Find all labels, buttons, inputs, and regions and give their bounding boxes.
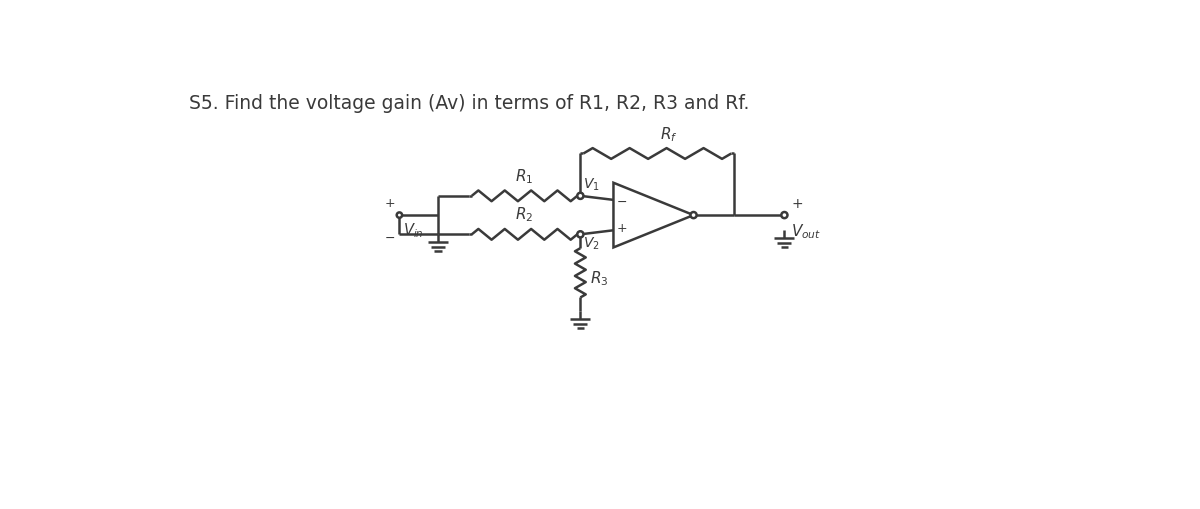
- Text: $V_1$: $V_1$: [583, 176, 600, 193]
- Circle shape: [577, 193, 583, 199]
- Text: $V_{out}$: $V_{out}$: [791, 223, 821, 241]
- Text: $-$: $-$: [384, 231, 396, 243]
- Circle shape: [690, 212, 697, 218]
- Text: $R_2$: $R_2$: [515, 206, 534, 224]
- Text: $-$: $-$: [616, 195, 626, 208]
- Circle shape: [577, 193, 583, 199]
- Text: $R_3$: $R_3$: [589, 270, 608, 288]
- Text: $V_2$: $V_2$: [583, 236, 600, 252]
- Circle shape: [397, 212, 402, 218]
- Text: $+$: $+$: [384, 197, 396, 210]
- Text: $R_1$: $R_1$: [515, 167, 534, 186]
- Circle shape: [577, 231, 583, 237]
- Text: $V_{in}$: $V_{in}$: [403, 221, 424, 240]
- Circle shape: [577, 231, 583, 237]
- Text: $R_f$: $R_f$: [660, 126, 678, 144]
- Text: S5. Find the voltage gain (Av) in terms of R1, R2, R3 and Rf.: S5. Find the voltage gain (Av) in terms …: [190, 94, 750, 113]
- Circle shape: [781, 212, 787, 218]
- Text: $+$: $+$: [616, 222, 626, 235]
- Text: $+$: $+$: [791, 197, 803, 211]
